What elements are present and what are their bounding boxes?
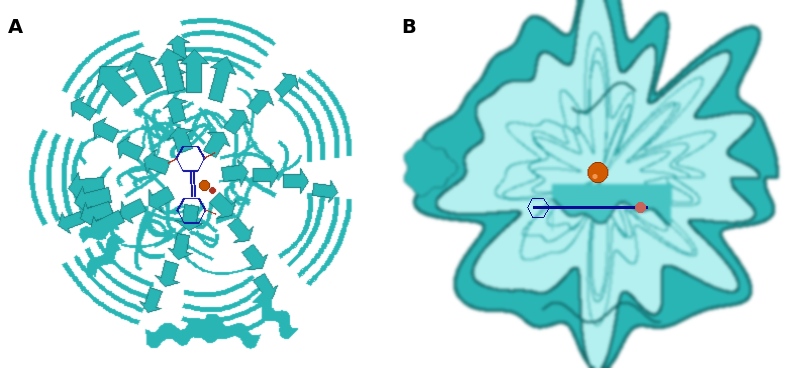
Text: A: A <box>8 18 23 37</box>
Text: B: B <box>401 18 416 37</box>
